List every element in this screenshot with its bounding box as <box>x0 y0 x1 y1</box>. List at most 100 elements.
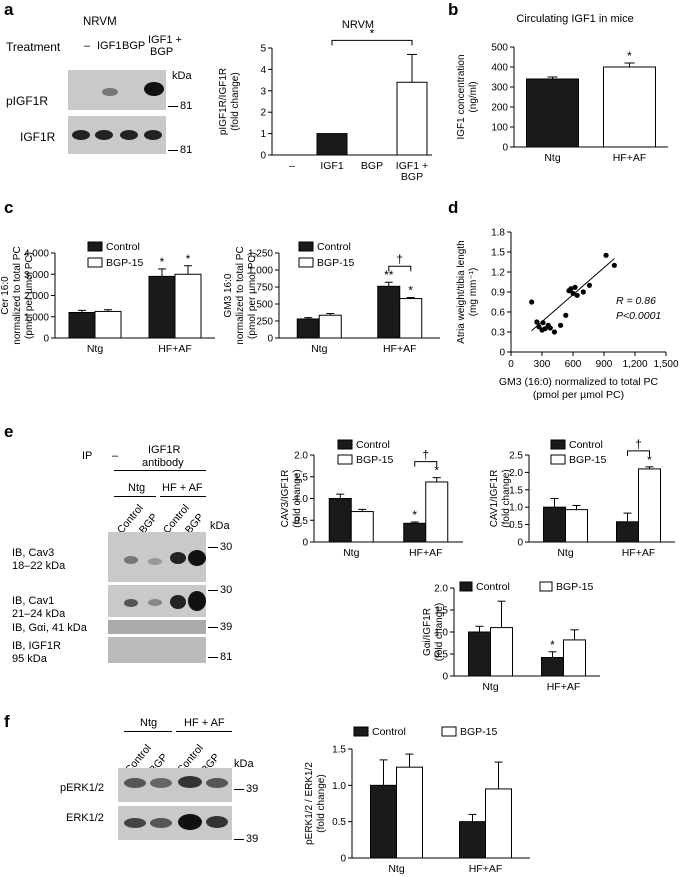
legend-label: BGP-15 <box>317 257 355 269</box>
lane-label: IGF1 <box>97 40 122 52</box>
blot-a-title: NRVM <box>83 16 117 28</box>
marker-label: 30 <box>220 541 233 553</box>
bar <box>328 498 352 543</box>
legend-label: Control <box>106 241 140 253</box>
data-point <box>603 252 609 258</box>
chart-a-pigf1r: 0 1 2 3 4 5 pIGF1R/IGF1R(fold change) NRVM – IGF1… <box>218 19 432 183</box>
lane-label: BGP <box>122 40 146 52</box>
significance-marker: † <box>635 437 642 451</box>
legend-swatch <box>337 439 353 450</box>
significance-marker: * <box>647 453 652 467</box>
marker-label: 39 <box>220 621 233 633</box>
marker-label: 39 <box>246 783 259 795</box>
y-tick-label: 2,000 <box>24 291 49 302</box>
y-tick-label: 1.5 <box>491 248 505 259</box>
bar <box>318 314 342 339</box>
data-point <box>542 326 548 332</box>
x-tick-label: IGF1 <box>320 160 343 172</box>
blot-image <box>108 532 206 582</box>
x-tick-label: HF+AF <box>547 681 581 693</box>
y-tick-label: 1,000 <box>24 312 49 323</box>
y-tick-label: 0.9 <box>491 288 505 299</box>
bar <box>526 78 579 148</box>
bar <box>543 506 566 543</box>
y-tick-label: 0.3 <box>491 328 505 339</box>
x-tick-label: Ntg <box>343 547 360 559</box>
y-axis-label: CAV1/IGF1R(fold change) <box>489 469 512 527</box>
significance-marker: † <box>422 448 429 462</box>
y-tick-label: 0.5 <box>509 520 523 531</box>
significance-marker: * <box>370 26 375 40</box>
y-tick-label: 2.0 <box>294 451 308 462</box>
x-tick-label: 900 <box>596 359 613 370</box>
x-tick-label: 300 <box>534 359 551 370</box>
x-tick-label: BGP <box>361 160 383 172</box>
y-tick-label: 1.5 <box>332 745 346 756</box>
y-tick-label: 500 <box>491 43 508 54</box>
blot-row-label: 21–24 kDa <box>12 608 66 620</box>
y-tick-label: 1.0 <box>509 503 523 514</box>
legend-label: Control <box>372 726 406 738</box>
ip-label: IP <box>82 450 93 462</box>
data-point <box>563 312 569 318</box>
panel-label-b: b <box>448 0 459 19</box>
lane-label: – <box>84 40 91 52</box>
data-point <box>547 325 553 331</box>
group-label: Ntg <box>140 717 158 729</box>
lane-label: IGF1 + <box>148 34 182 46</box>
data-point <box>586 282 593 288</box>
legend-label: BGP-15 <box>356 454 394 466</box>
group-label: HF + AF <box>184 717 225 729</box>
y-tick-label: 1.8 <box>491 228 505 239</box>
y-axis-label: GM3 16:0normalized to total PC(pmol per … <box>223 246 258 344</box>
bar <box>377 285 401 339</box>
y-axis-label: Cer 16:0normalized to total PC(pmol per … <box>0 246 35 344</box>
y-tick-label: 3 <box>260 86 266 97</box>
group-label: HF + AF <box>162 482 203 494</box>
significance-marker: † <box>396 252 403 266</box>
blot-row-label: 18–22 kDa <box>12 560 66 572</box>
marker-label: 30 <box>220 584 233 596</box>
legend-label: Control <box>476 581 510 593</box>
y-axis-label: IGF1 concentration(ng/ml) <box>456 54 479 139</box>
group-label: Ntg <box>128 482 146 494</box>
y-tick-label: 250 <box>256 317 273 328</box>
blot-image <box>118 768 232 802</box>
y-tick-label: 1 <box>260 129 266 140</box>
panel-label-f: f <box>4 712 10 731</box>
significance-bracket <box>388 265 412 272</box>
y-tick-label: 0.5 <box>434 650 448 661</box>
blot-image <box>68 70 166 110</box>
bar <box>425 481 449 543</box>
data-point <box>558 322 564 328</box>
bar <box>403 522 427 543</box>
panel-label-c: c <box>4 198 14 217</box>
panel-label-e: e <box>4 422 14 441</box>
y-tick-label: 1.5 <box>434 606 448 617</box>
y-tick-label: 4 <box>260 65 266 76</box>
bar <box>174 273 202 339</box>
legend-swatch <box>550 439 566 450</box>
legend-swatch <box>539 581 553 592</box>
kda-label: kDa <box>234 758 254 770</box>
blot-image <box>68 116 166 154</box>
x-tick-label: Ntg <box>311 343 328 355</box>
x-tick-label: HF+AF <box>383 343 417 355</box>
regression-line <box>531 258 615 332</box>
y-tick-label: 0 <box>442 672 448 683</box>
dash-label: – <box>112 450 119 462</box>
y-tick-label: 400 <box>491 63 508 74</box>
bar <box>350 511 374 543</box>
x-tick-label: Ntg <box>557 547 574 559</box>
y-tick-label: 300 <box>491 83 508 94</box>
x-axis-label: GM3 (16:0) normalized to total PC <box>499 376 659 388</box>
bar <box>94 310 122 339</box>
bar <box>68 312 96 339</box>
legend-swatch <box>459 581 473 592</box>
bar <box>603 66 656 148</box>
x-tick-label: Ntg <box>388 863 405 875</box>
x-tick-label: IGF1 + <box>396 160 428 172</box>
blot-row-label: pIGF1R <box>6 94 49 108</box>
y-tick-label: 3,000 <box>24 270 49 281</box>
